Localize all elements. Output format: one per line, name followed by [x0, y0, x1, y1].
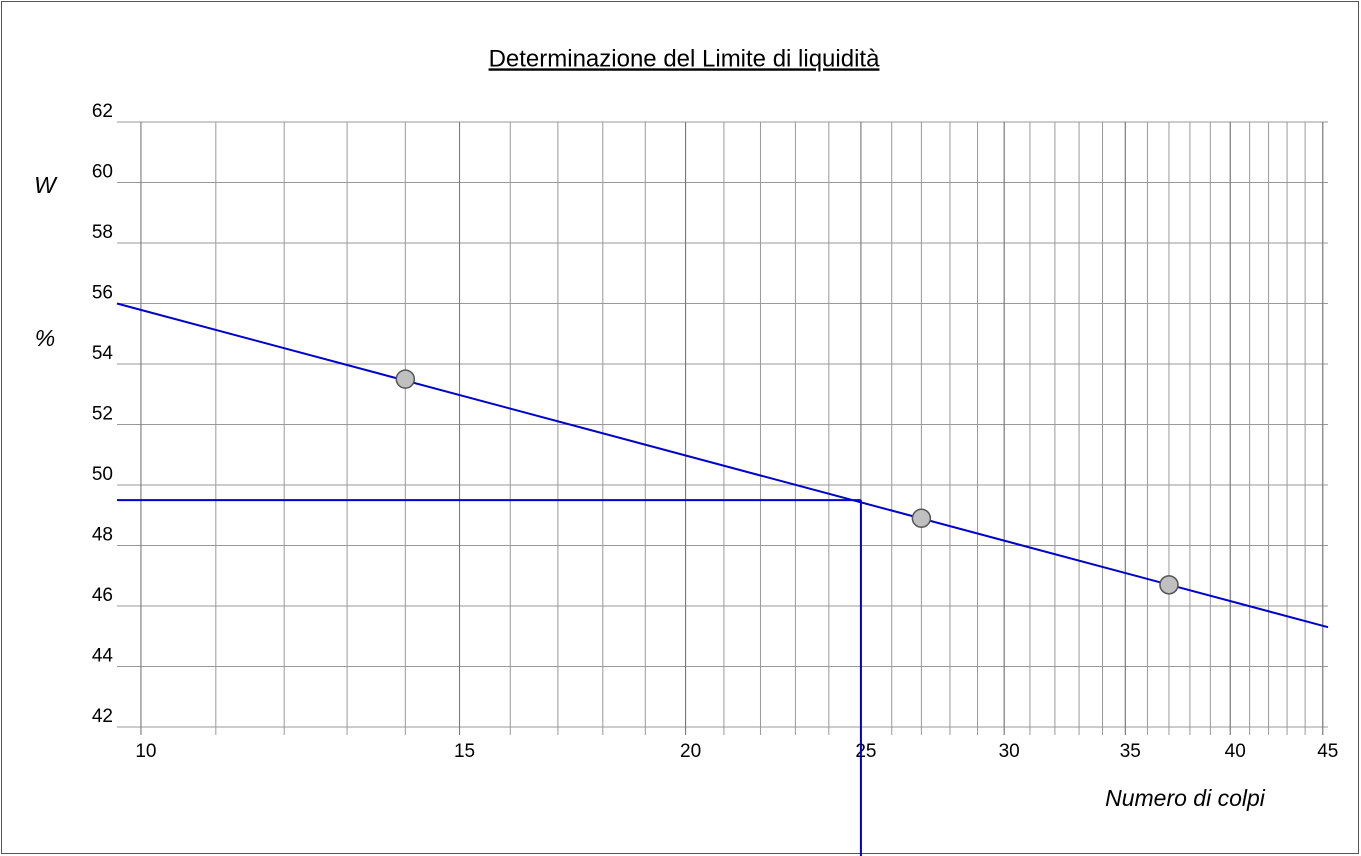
- x-tick-label: 15: [454, 741, 475, 762]
- x-tick-label: 25: [855, 741, 876, 762]
- y-tick-label: 58: [92, 222, 113, 243]
- x-axis-label: Numero di colpi: [1105, 785, 1266, 811]
- x-tick-label: 45: [1317, 741, 1338, 762]
- x-tick-label: 30: [999, 741, 1020, 762]
- data-point: [395, 369, 416, 389]
- y-axis-label: W: [34, 172, 58, 198]
- y-tick-label: 54: [92, 343, 114, 364]
- data-point: [911, 508, 932, 529]
- data-point: [1159, 575, 1179, 595]
- y-tick-label: 44: [92, 646, 114, 667]
- trend-line: [116, 302, 1329, 629]
- y-tick-label: 62: [92, 101, 113, 122]
- x-tick-label: 35: [1120, 741, 1141, 762]
- y-tick-label: 50: [92, 464, 113, 485]
- y-tick-label: 52: [92, 404, 113, 425]
- y-tick-label: 56: [92, 283, 113, 304]
- y-tick-label: 42: [92, 706, 113, 727]
- chart-title: Determinazione del Limite di liquidità: [489, 45, 881, 72]
- x-tick-label: 20: [680, 741, 701, 762]
- y-tick-label: 60: [92, 162, 113, 183]
- x-tick-label: 40: [1225, 741, 1246, 762]
- y-axis-label: %: [35, 325, 55, 351]
- y-tick-label: 48: [92, 525, 113, 546]
- x-tick-label: 10: [135, 741, 156, 762]
- y-tick-label: 46: [92, 585, 113, 606]
